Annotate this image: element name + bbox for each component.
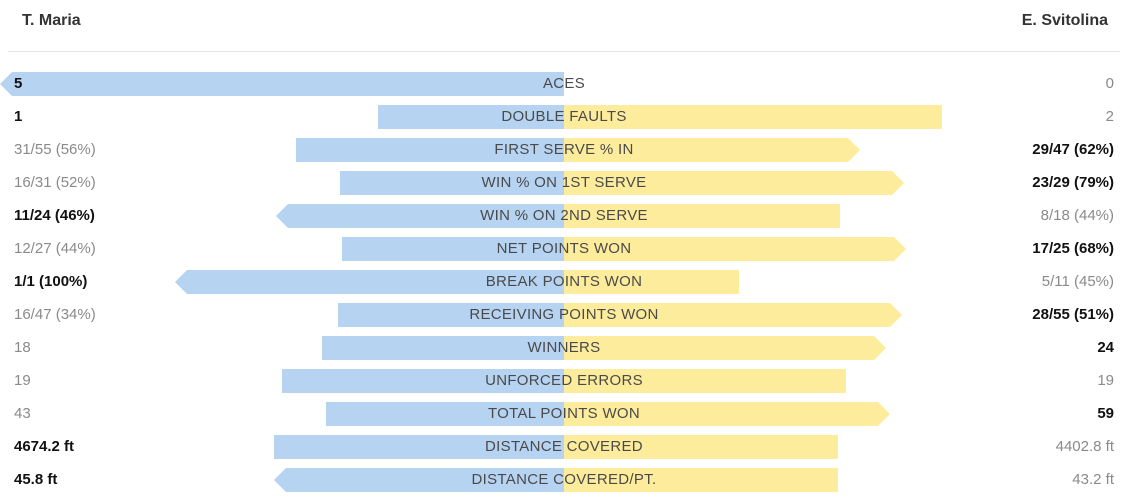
right-player-bar bbox=[564, 204, 840, 228]
left-player-value: 1 bbox=[14, 108, 23, 125]
left-player-bar bbox=[378, 105, 564, 129]
right-player-value: 2 bbox=[1105, 108, 1114, 125]
right-player-bar bbox=[564, 435, 838, 459]
left-player-value: 19 bbox=[14, 372, 31, 389]
stat-row: NET POINTS WON 12/27 (44%) 17/25 (68%) bbox=[0, 237, 1128, 261]
left-player-bar bbox=[340, 171, 564, 195]
left-player-value: 16/31 (52%) bbox=[14, 174, 96, 191]
left-player-value: 4674.2 ft bbox=[14, 438, 75, 455]
player-left-name: T. Maria bbox=[22, 12, 81, 29]
right-player-value: 17/25 (68%) bbox=[1032, 240, 1114, 257]
stat-label: FIRST SERVE % IN bbox=[494, 141, 634, 158]
left-player-bar bbox=[274, 468, 564, 492]
left-player-bar bbox=[338, 303, 564, 327]
stat-label: TOTAL POINTS WON bbox=[487, 405, 641, 422]
right-player-value: 4402.8 ft bbox=[1055, 438, 1114, 455]
stat-row: ACES 5 0 bbox=[0, 72, 1128, 96]
left-player-value: 1/1 (100%) bbox=[14, 273, 88, 290]
match-stats-header: T. Maria E. Svitolina bbox=[0, 0, 1128, 52]
right-player-bar bbox=[564, 336, 886, 360]
left-player-bar bbox=[274, 435, 564, 459]
left-player-value: 31/55 (56%) bbox=[14, 141, 96, 158]
left-player-bar bbox=[322, 336, 564, 360]
stat-label: UNFORCED ERRORS bbox=[485, 372, 643, 389]
right-player-value: 24 bbox=[1097, 339, 1114, 356]
right-player-bar bbox=[564, 270, 739, 294]
right-player-bar bbox=[564, 468, 838, 492]
right-player-value: 5/11 (45%) bbox=[1041, 273, 1114, 290]
stat-label: DISTANCE COVERED/PT. bbox=[471, 471, 657, 488]
right-player-value: 43.2 ft bbox=[1072, 471, 1114, 488]
left-player-bar bbox=[175, 270, 564, 294]
right-player-bar bbox=[564, 402, 890, 426]
right-player-bar bbox=[564, 105, 942, 129]
right-player-value: 29/47 (62%) bbox=[1032, 141, 1114, 158]
left-player-bar bbox=[282, 369, 564, 393]
stat-label: WINNERS bbox=[527, 339, 601, 356]
stat-label: WIN % ON 2ND SERVE bbox=[480, 207, 648, 224]
right-player-value: 8/18 (44%) bbox=[1040, 207, 1114, 224]
left-player-value: 43 bbox=[14, 405, 31, 422]
left-player-value: 18 bbox=[14, 339, 31, 356]
right-player-value: 0 bbox=[1105, 75, 1114, 92]
right-player-value: 19 bbox=[1097, 372, 1114, 389]
left-player-bar bbox=[326, 402, 564, 426]
stat-label: RECEIVING POINTS WON bbox=[469, 306, 659, 323]
right-player-bar bbox=[564, 369, 846, 393]
right-player-bar bbox=[564, 303, 902, 327]
stat-row: WIN % ON 2ND SERVE 11/24 (46%) 8/18 (44%) bbox=[0, 204, 1128, 228]
left-player-value: 16/47 (34%) bbox=[14, 306, 96, 323]
stat-label: ACES bbox=[542, 75, 586, 92]
stat-label: NET POINTS WON bbox=[496, 240, 632, 257]
stat-row: DOUBLE FAULTS 1 2 bbox=[0, 105, 1128, 129]
stat-row: FIRST SERVE % IN 31/55 (56%) 29/47 (62%) bbox=[0, 138, 1128, 162]
left-player-bar bbox=[276, 204, 564, 228]
stat-row: DISTANCE COVERED 4674.2 ft 4402.8 ft bbox=[0, 435, 1128, 459]
stat-row: WIN % ON 1ST SERVE 16/31 (52%) 23/29 (79%) bbox=[0, 171, 1128, 195]
stat-label: DISTANCE COVERED bbox=[485, 438, 643, 455]
left-player-bar bbox=[342, 237, 564, 261]
stat-label: DOUBLE FAULTS bbox=[501, 108, 627, 125]
left-player-bar bbox=[0, 72, 564, 96]
stat-label: BREAK POINTS WON bbox=[485, 273, 643, 290]
left-player-value: 45.8 ft bbox=[14, 471, 58, 488]
stat-row: DISTANCE COVERED/PT. 45.8 ft 43.2 ft bbox=[0, 468, 1128, 492]
stat-row: UNFORCED ERRORS 19 19 bbox=[0, 369, 1128, 393]
left-player-value: 5 bbox=[14, 75, 23, 92]
player-right-name: E. Svitolina bbox=[1021, 12, 1108, 29]
right-player-value: 23/29 (79%) bbox=[1032, 174, 1114, 191]
header-divider bbox=[8, 51, 1120, 52]
stat-row: TOTAL POINTS WON 43 59 bbox=[0, 402, 1128, 426]
right-player-value: 28/55 (51%) bbox=[1032, 306, 1114, 323]
right-player-bar bbox=[564, 138, 860, 162]
left-player-value: 12/27 (44%) bbox=[14, 240, 96, 257]
stat-row: RECEIVING POINTS WON 16/47 (34%) 28/55 (51… bbox=[0, 303, 1128, 327]
left-player-value: 11/24 (46%) bbox=[14, 207, 95, 224]
left-player-bar bbox=[296, 138, 564, 162]
right-player-bar bbox=[564, 237, 906, 261]
right-player-bar bbox=[564, 171, 904, 195]
stat-label: WIN % ON 1ST SERVE bbox=[481, 174, 647, 191]
stat-row: BREAK POINTS WON 1/1 (100%) 5/11 (45%) bbox=[0, 270, 1128, 294]
stat-row: WINNERS 18 24 bbox=[0, 336, 1128, 360]
right-player-value: 59 bbox=[1097, 405, 1114, 422]
